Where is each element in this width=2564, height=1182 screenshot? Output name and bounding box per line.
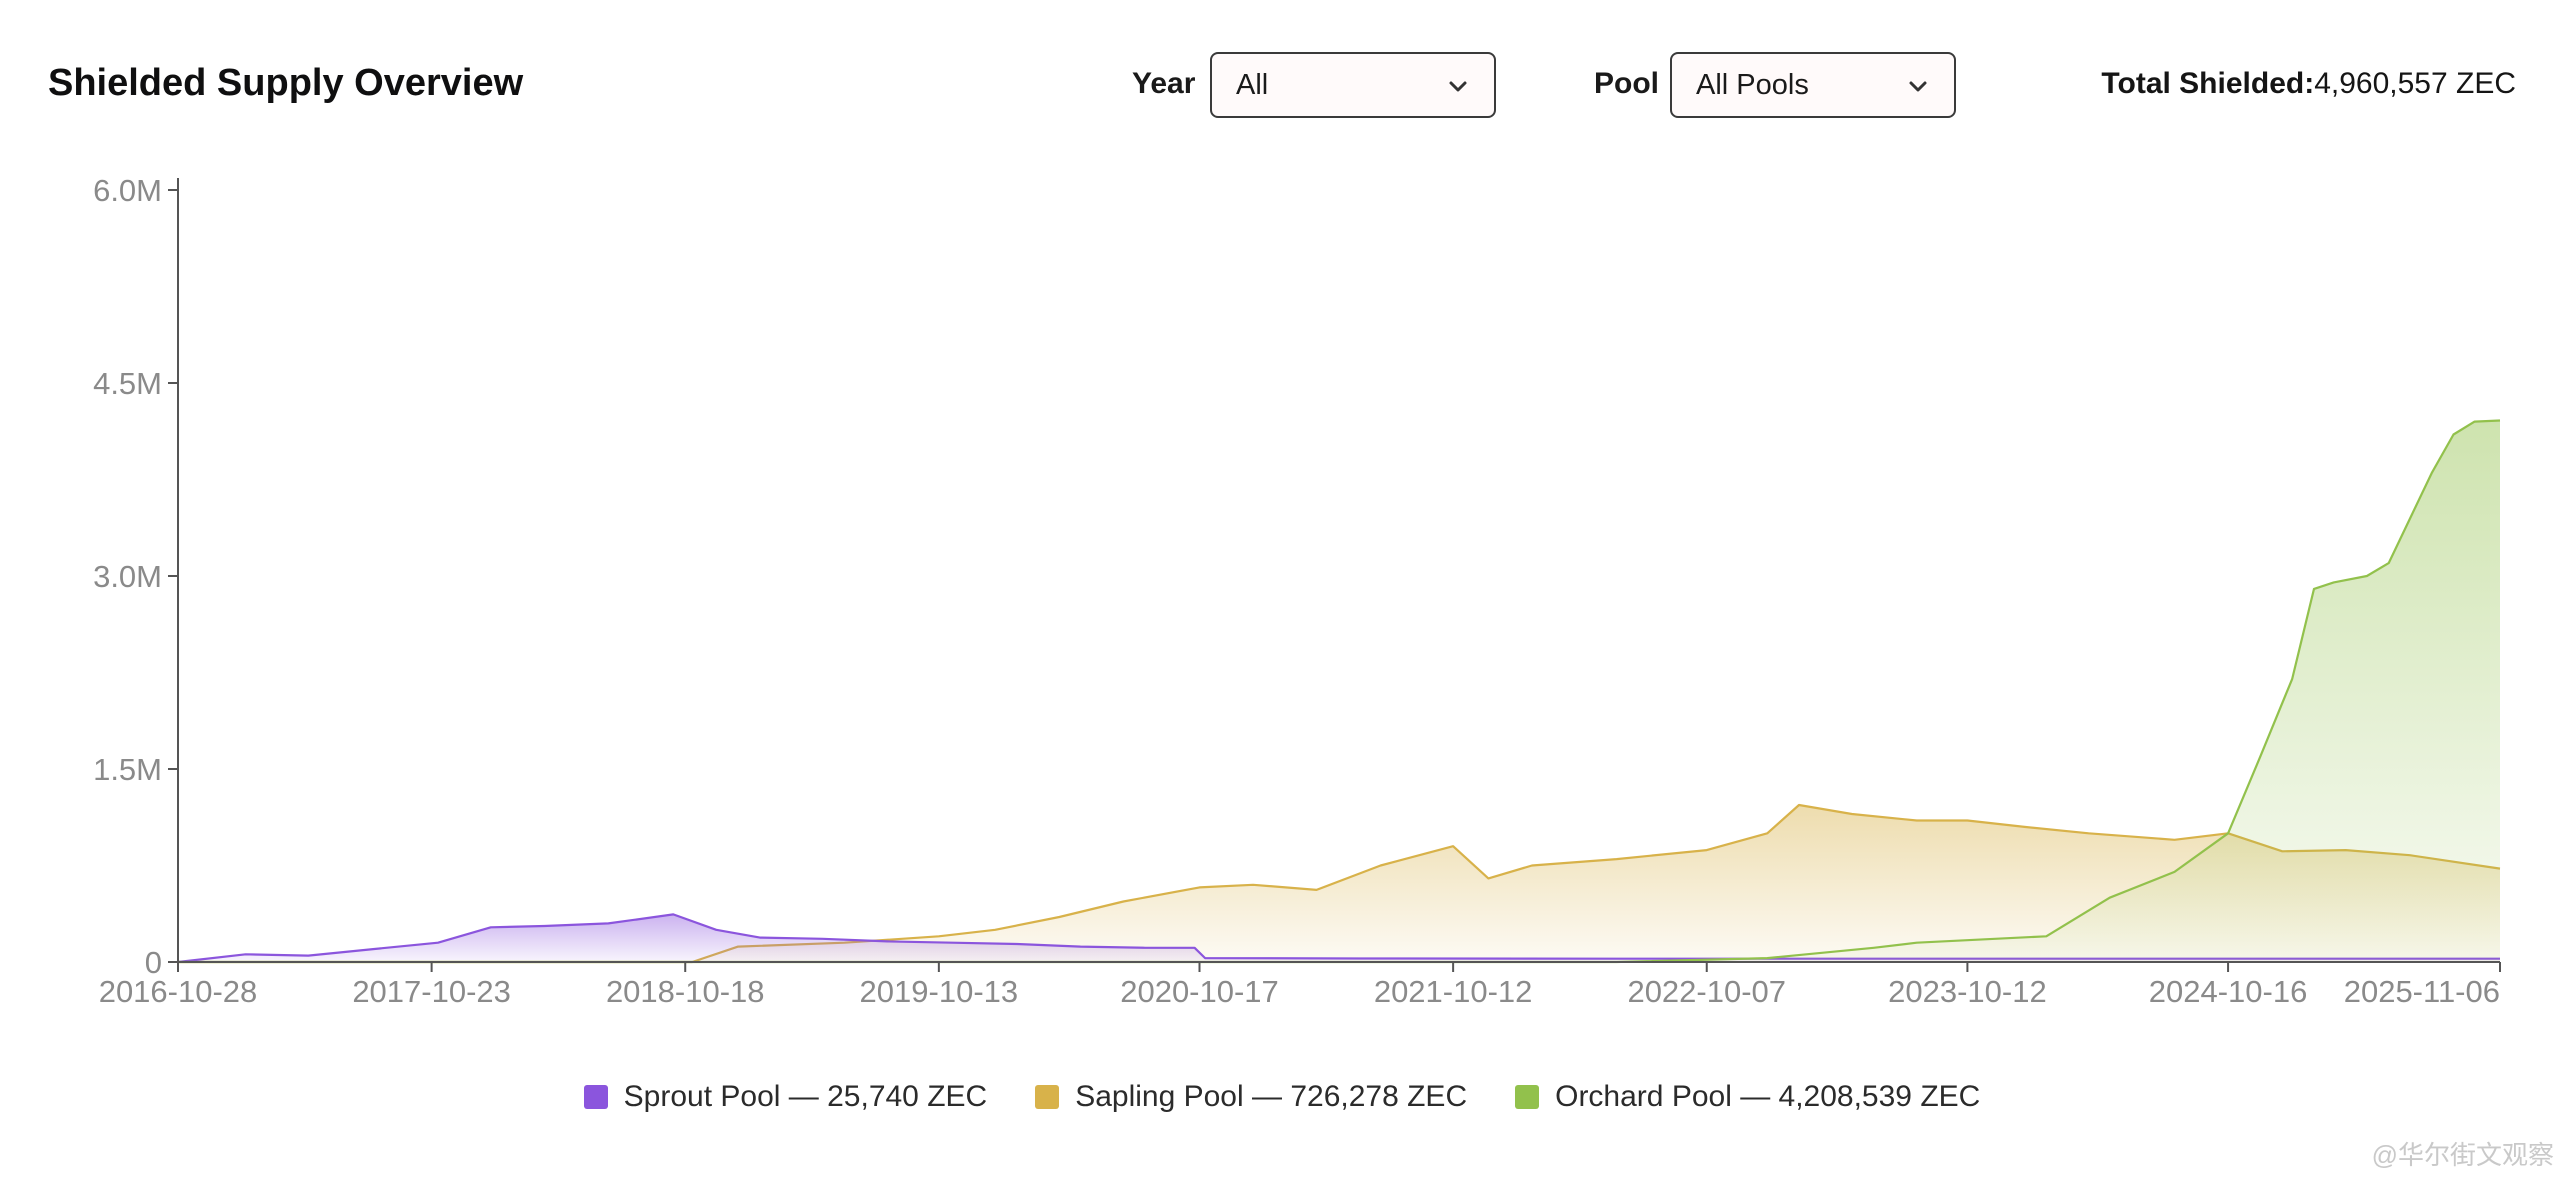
y-tick-label: 4.5M — [93, 366, 162, 401]
total-shielded-value: 4,960,557 ZEC — [2314, 67, 2516, 100]
x-tick-label: 2023-10-12 — [1888, 974, 2047, 1009]
chevron-down-icon — [1909, 81, 1927, 92]
legend-item-orchard[interactable]: Orchard Pool — 4,208,539 ZEC — [1515, 1080, 1980, 1114]
series-line-sapling — [178, 803, 2501, 964]
legend-item-sprout[interactable]: Sprout Pool — 25,740 ZEC — [583, 1080, 988, 1114]
watermark: @华尔街文观察 — [2371, 1140, 2554, 1170]
total-shielded: Total Shielded:4,960,557 ZEC — [2101, 67, 2516, 101]
legend-label-sapling: Sapling Pool — 726,278 ZEC — [1075, 1080, 1468, 1113]
total-shielded-label: Total Shielded: — [2101, 67, 2315, 100]
x-tick-label: 2016-10-28 — [99, 974, 258, 1009]
y-tick-label: 1.5M — [93, 752, 162, 787]
year-select-value: All — [1236, 68, 1269, 101]
x-tick-label: 2017-10-23 — [352, 974, 511, 1009]
pool-select[interactable]: All Pools — [1670, 52, 1956, 118]
x-tick-label: 2020-10-17 — [1120, 974, 1279, 1009]
shielded-supply-chart: 0 1.5M 3.0M 4.5M 6.0M 2016-10-28 2017-10-23 201… — [93, 173, 2501, 1009]
x-tick-label: 2019-10-13 — [860, 974, 1019, 1009]
y-tick-label: 6.0M — [93, 173, 162, 208]
page-title: Shielded Supply Overview — [48, 62, 524, 104]
series-area-sapling — [178, 805, 2500, 962]
series-area-sprout — [178, 914, 2500, 962]
series-line-orchard — [178, 419, 2501, 964]
x-tick-label: 2022-10-07 — [1627, 974, 1786, 1009]
x-tick-label: 2025-11-06 — [2344, 974, 2500, 1009]
legend-swatch-sapling — [1035, 1085, 1060, 1109]
legend-label-orchard: Orchard Pool — 4,208,539 ZEC — [1555, 1080, 1981, 1113]
series-area-orchard — [178, 420, 2500, 962]
y-tick-label: 3.0M — [93, 559, 162, 594]
legend-item-sapling[interactable]: Sapling Pool — 726,278 ZEC — [1035, 1080, 1467, 1114]
x-tick-label: 2018-10-18 — [606, 974, 765, 1009]
series-line-sprout — [177, 913, 2500, 964]
legend-swatch-orchard — [1515, 1085, 1540, 1109]
chevron-down-icon — [1449, 81, 1467, 92]
chart-legend: Sprout Pool — 25,740 ZEC Sapling Pool — … — [0, 1080, 2564, 1114]
x-tick-label: 2021-10-12 — [1374, 974, 1533, 1009]
legend-label-sprout: Sprout Pool — 25,740 ZEC — [623, 1080, 988, 1113]
pool-select-value: All Pools — [1696, 68, 1809, 101]
year-filter-label: Year — [1132, 67, 1196, 100]
y-tick-label: 0 — [145, 945, 162, 980]
pool-filter-label: Pool — [1594, 67, 1659, 100]
x-tick-label: 2024-10-16 — [2149, 974, 2308, 1009]
legend-swatch-sprout — [583, 1085, 608, 1109]
year-select[interactable]: All — [1210, 52, 1496, 118]
